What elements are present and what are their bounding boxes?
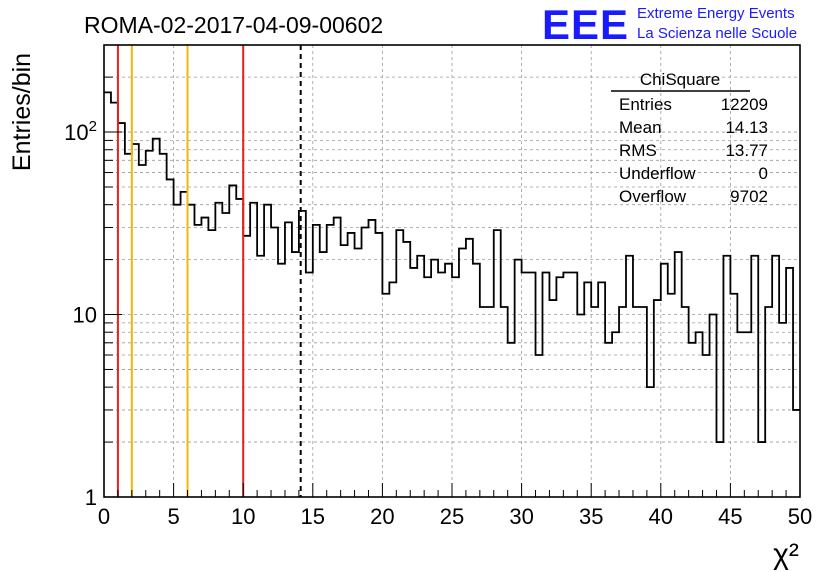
stats-value-entries: 12209 [721,95,768,114]
stats-label-mean: Mean [619,118,662,137]
x-tick-label: 15 [301,504,325,529]
stats-box-title: ChiSquare [640,70,720,89]
x-tick-label: 20 [370,504,394,529]
reference-lines [116,45,302,497]
histogram-outline [104,91,800,443]
eee-logo: EEE [542,1,629,48]
x-tick-label: 5 [167,504,179,529]
x-tick-label: 30 [509,504,533,529]
stats-label-overflow: Overflow [619,187,687,206]
x-tick-label: 45 [718,504,742,529]
x-axis-label: χ² [773,538,799,571]
axis-ticks: 0 5 10 15 20 25 30 35 40 45 50 1 10 102 [64,44,812,529]
x-tick-label: 50 [788,504,812,529]
stats-label-entries: Entries [619,95,672,114]
stats-value-rms: 13.77 [725,141,768,160]
x-tick-label: 25 [440,504,464,529]
stats-value-underflow: 0 [759,164,768,183]
x-tick-label: 35 [579,504,603,529]
y-tick-label: 102 [64,118,97,145]
y-tick-label: 1 [85,485,97,510]
stats-box: ChiSquare Entries 12209 Mean 14.13 RMS 13.77 U… [611,70,768,206]
x-tick-label: 10 [231,504,255,529]
y-tick-label: 10 [73,303,97,328]
logo-line-extreme-energy-events: Extreme Energy Events [637,5,795,22]
stats-label-rms: RMS [619,141,657,160]
x-tick-label: 40 [649,504,673,529]
grid-lines [104,45,800,497]
logo-line-la-scienza: La Scienza nelle Scuole [637,25,797,42]
chart-title: ROMA-02-2017-04-09-00602 [84,12,383,38]
stats-label-underflow: Underflow [619,164,696,183]
stats-value-mean: 14.13 [725,118,768,137]
histogram-bars [104,91,800,443]
x-tick-label: 0 [98,504,110,529]
stats-value-overflow: 9702 [730,187,768,206]
y-axis-label: Entries/bin [8,53,36,171]
